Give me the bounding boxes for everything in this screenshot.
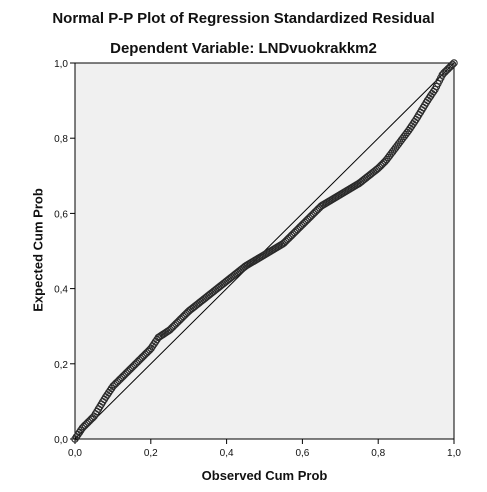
y-tick-label: 0,2 — [54, 360, 68, 371]
x-tick-label: 0,8 — [371, 448, 385, 459]
y-tick-label: 0,0 — [54, 435, 68, 446]
y-ticks: 0,0 0,2 0,4 0,6 0,8 1,0 — [54, 59, 75, 446]
chart-subtitle: Dependent Variable: LNDvuokrakkm2 — [110, 40, 377, 57]
x-ticks: 0,0 0,2 0,4 0,6 0,8 1,0 — [68, 439, 461, 459]
chart-title: Normal P-P Plot of Regression Standardiz… — [52, 10, 435, 27]
data-point — [448, 60, 457, 69]
x-tick-label: 0,4 — [220, 448, 234, 459]
data-point — [450, 59, 458, 67]
x-tick-label: 0,2 — [144, 448, 158, 459]
y-tick-label: 0,8 — [54, 134, 68, 145]
x-axis-label: Observed Cum Prob — [201, 468, 328, 483]
x-tick-label: 1,0 — [447, 448, 461, 459]
data-points — [71, 59, 458, 443]
y-tick-label: 0,4 — [54, 285, 68, 296]
y-axis-label: Expected Cum Prob — [30, 188, 46, 312]
x-tick-label: 0,6 — [295, 448, 309, 459]
y-tick-label: 0,6 — [54, 209, 68, 220]
x-tick-label: 0,0 — [68, 448, 82, 459]
y-tick-label: 1,0 — [54, 59, 68, 70]
